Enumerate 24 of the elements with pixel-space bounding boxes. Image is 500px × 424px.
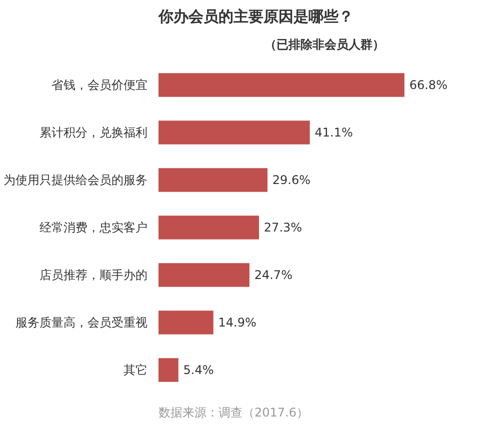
bar — [158, 310, 214, 334]
y-tick-label: 为使用只提供给会员的服务 — [4, 173, 148, 187]
data-label: 66.8% — [409, 78, 448, 92]
data-label: 14.9% — [218, 316, 256, 330]
y-tick-label: 经常消费，忠实客户 — [40, 220, 148, 234]
chart-subtitle: （已排除非会员人群） — [264, 38, 384, 52]
bar — [158, 216, 260, 240]
data-label: 27.3% — [264, 220, 302, 234]
y-tick-label: 累计积分，兑换福利 — [40, 126, 148, 140]
bar — [158, 263, 250, 287]
data-label: 41.1% — [314, 126, 353, 140]
y-tick-label: 其它 — [124, 363, 148, 377]
y-tick-label: 省钱，会员价便宜 — [52, 78, 148, 92]
bar — [158, 120, 310, 144]
bar — [158, 168, 268, 192]
source-note: 数据来源：调查（2017.6） — [158, 406, 308, 420]
data-label: 29.6% — [272, 173, 311, 187]
data-label: 24.7% — [254, 268, 292, 282]
y-tick-label: 服务质量高，会员受重视 — [16, 316, 148, 330]
bar — [158, 73, 404, 97]
chart-title: 你办会员的主要原因是哪些？ — [158, 8, 354, 26]
bar — [158, 358, 178, 382]
data-label: 5.4% — [183, 363, 214, 377]
y-tick-label: 店员推荐，顺手办的 — [40, 268, 148, 282]
